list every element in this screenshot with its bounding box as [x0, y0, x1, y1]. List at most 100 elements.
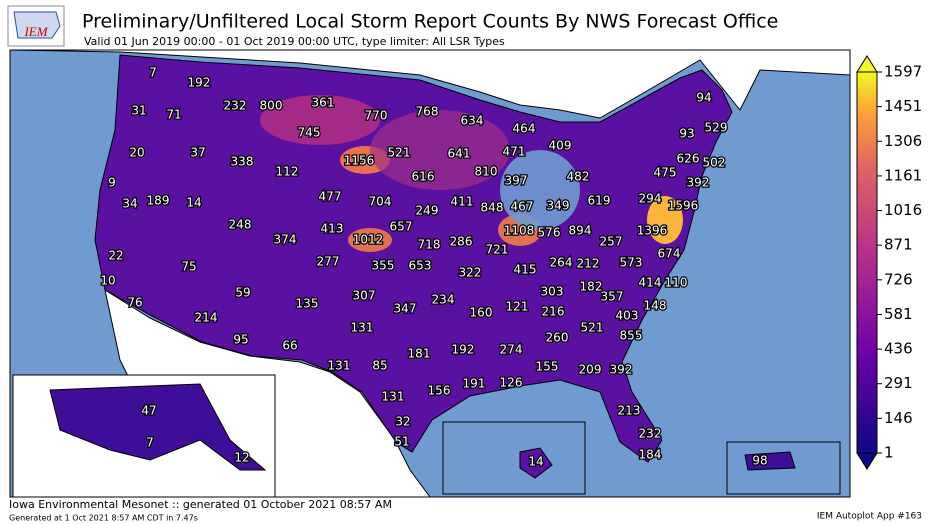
office-count: 521 [581, 321, 604, 335]
hawaii-inset [442, 421, 586, 495]
office-count: 191 [463, 377, 486, 391]
warm-region [370, 110, 510, 190]
office-count: 674 [658, 247, 681, 261]
colorbar-tick-label: 726 [884, 270, 913, 288]
office-count: 47 [141, 404, 156, 418]
office-count: 277 [317, 255, 340, 269]
conus [94, 54, 733, 463]
office-count: 338 [231, 155, 254, 169]
logo-text: IEM [23, 24, 48, 39]
office-count: 619 [588, 194, 611, 208]
office-count: 467 [511, 200, 534, 214]
office-count: 51 [394, 435, 409, 449]
office-count: 131 [382, 390, 405, 404]
office-count: 294 [639, 192, 662, 206]
title: Preliminary/Unfiltered Local Storm Repor… [82, 11, 778, 33]
office-count: 745 [298, 126, 321, 140]
office-count: 232 [639, 427, 662, 441]
office-count: 482 [567, 170, 590, 184]
office-count: 155 [536, 360, 559, 374]
office-count: 192 [188, 76, 211, 90]
canada [9, 49, 851, 119]
colorbar-ticks: 1597 1451 1306 1161 1016 871 726 581 436 291 146 1 [877, 63, 922, 462]
office-count: 521 [388, 146, 411, 160]
office-count: 322 [459, 266, 482, 280]
office-count: 232 [224, 99, 247, 113]
office-count: 1108 [504, 224, 535, 238]
office-count: 7 [146, 436, 154, 450]
footer-left-small: Generated at 1 Oct 2021 8:57 AM CDT in 7… [9, 514, 198, 523]
office-count: 37 [190, 146, 205, 160]
colorbar-tick-label: 1306 [884, 132, 922, 150]
office-count: 156 [428, 384, 451, 398]
office-count: 192 [452, 343, 475, 357]
warm-region [260, 95, 380, 145]
office-count: 249 [416, 204, 439, 218]
office-count: 414 [639, 276, 662, 290]
office-count: 307 [353, 289, 376, 303]
office-count: 14 [186, 196, 201, 210]
office-count: 704 [369, 195, 392, 209]
alaska [49, 383, 267, 471]
office-count: 135 [296, 297, 319, 311]
office-count: 471 [503, 145, 526, 159]
office-count: 374 [274, 233, 297, 247]
office-count: 94 [696, 91, 711, 105]
office-count: 9 [108, 176, 116, 190]
office-count: 214 [195, 311, 218, 325]
footer-left: Iowa Environmental Mesonet :: generated … [9, 498, 392, 511]
office-count: 464 [513, 122, 536, 136]
office-count: 894 [569, 224, 592, 238]
office-count: 475 [654, 166, 677, 180]
office-count: 641 [448, 147, 471, 161]
hot-region [647, 196, 683, 244]
puerto-rico [744, 451, 796, 471]
colorbar-max-arrow [856, 55, 878, 73]
office-count: 182 [580, 280, 603, 294]
office-count: 357 [601, 290, 624, 304]
logo: IEM [7, 5, 65, 47]
office-count: 768 [416, 105, 439, 119]
office-count: 1396 [637, 224, 668, 238]
office-count: 209 [579, 363, 602, 377]
office-count: 347 [394, 302, 417, 316]
office-count: 260 [546, 331, 569, 345]
office-count: 181 [408, 347, 431, 361]
office-count: 213 [618, 404, 641, 418]
office-count: 355 [372, 259, 395, 273]
office-count: 770 [365, 109, 388, 123]
office-count: 529 [705, 121, 728, 135]
office-count: 616 [412, 170, 435, 184]
office-count: 189 [147, 194, 170, 208]
office-count: 160 [470, 306, 493, 320]
subtitle: Valid 01 Jun 2019 00:00 - 01 Oct 2019 00… [84, 35, 505, 48]
office-count: 75 [181, 260, 196, 274]
office-count: 303 [541, 285, 564, 299]
office-count: 634 [461, 114, 484, 128]
colorbar-tick-label: 291 [884, 374, 913, 392]
office-count: 31 [131, 104, 146, 118]
office-count: 126 [500, 376, 523, 390]
office-count: 576 [538, 226, 561, 240]
colorbar-tick-label: 1 [884, 444, 894, 462]
hawaii [519, 447, 553, 479]
office-count: 98 [752, 454, 767, 468]
footer-right: IEM Autoplot App #163 [817, 512, 922, 522]
colorbar-tick-label: 1016 [884, 201, 922, 219]
office-count: 216 [542, 305, 565, 319]
colorbar-tick-label: 436 [884, 340, 913, 358]
office-count: 22 [108, 249, 123, 263]
office-count: 392 [610, 363, 633, 377]
office-count: 392 [687, 176, 710, 190]
office-count: 71 [166, 108, 181, 122]
office-count: 411 [451, 195, 474, 209]
office-count: 718 [418, 238, 441, 252]
office-count: 413 [321, 222, 344, 236]
office-count: 810 [475, 165, 498, 179]
office-count: 234 [432, 293, 455, 307]
office-count: 76 [127, 296, 142, 310]
office-count: 32 [395, 415, 410, 429]
office-count: 34 [122, 197, 137, 211]
